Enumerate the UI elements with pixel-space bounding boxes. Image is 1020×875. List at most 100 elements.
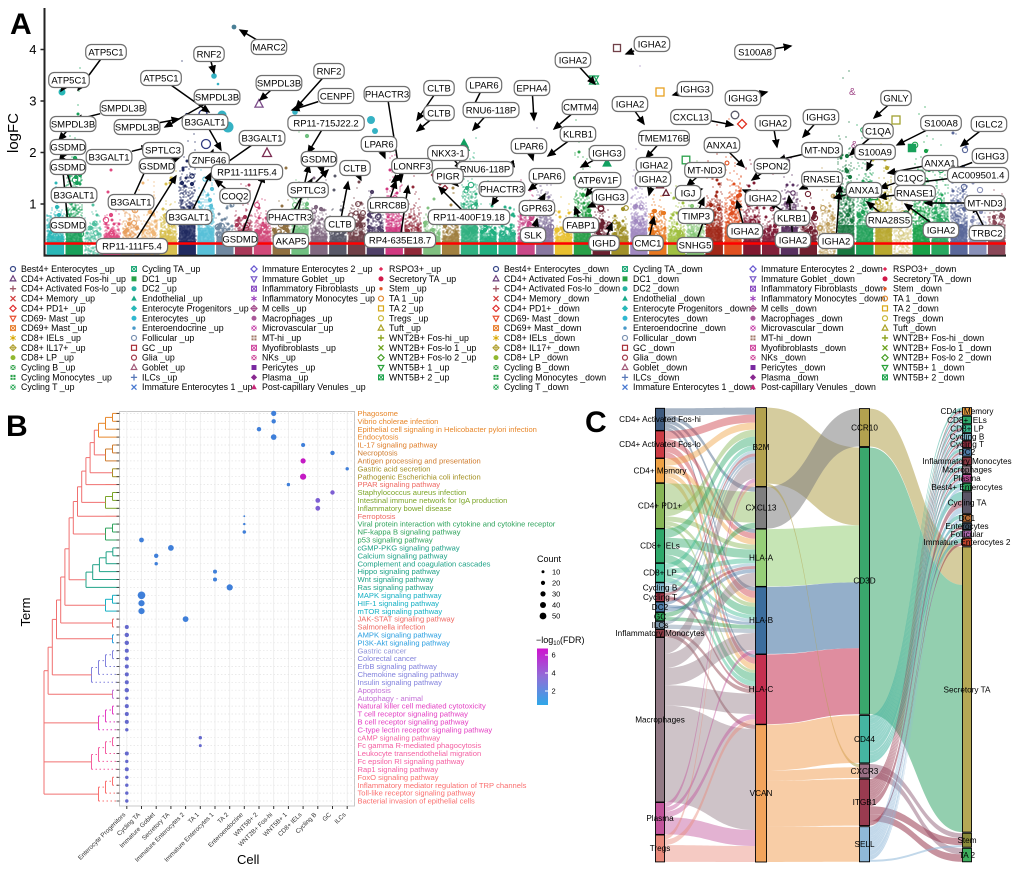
svg-text:Count: Count [537,554,562,564]
svg-text:LPAR6: LPAR6 [364,140,393,151]
svg-text:logFC: logFC [5,113,22,153]
svg-text:CMC1: CMC1 [635,239,662,250]
svg-text:IGJ: IGJ [681,189,696,200]
svg-text:Immature Goblet _up: Immature Goblet _up [262,274,345,284]
svg-text:B3GALT1: B3GALT1 [241,134,282,145]
svg-text:CENPF: CENPF [320,92,352,103]
svg-text:IGHG3: IGHG3 [680,85,710,96]
svg-text:1: 1 [29,197,36,212]
svg-text:CD4+ Memory: CD4+ Memory [633,466,687,475]
svg-text:C1QC: C1QC [897,174,924,185]
svg-text:DC2 _down: DC2 _down [633,284,679,294]
svg-text:Term: Term [18,598,33,627]
svg-text:Bacterial invasion of epitheli: Bacterial invasion of epithelial cells [358,797,476,806]
svg-text:WNT5B+ 2 _up: WNT5B+ 2 _up [389,372,449,382]
svg-text:Secretory TA: Secretory TA [943,685,991,694]
svg-text:PIGR: PIGR [436,172,459,183]
svg-text:Secretory TA _down: Secretory TA _down [893,274,972,284]
svg-text:Pericytes _down: Pericytes _down [761,363,826,373]
svg-text:Secretory TA _up: Secretory TA _up [389,274,456,284]
svg-text:C1QA: C1QA [865,127,892,138]
svg-text:IGHA2: IGHA2 [559,56,588,67]
svg-text:CD4+ Activated Fos-hi _down: CD4+ Activated Fos-hi _down [504,274,620,284]
svg-text:B3GALT1: B3GALT1 [110,198,151,209]
svg-text:IGHG3: IGHG3 [592,149,622,160]
svg-text:SELL: SELL [854,840,874,849]
svg-text:DC1 _down: DC1 _down [633,274,679,284]
svg-text:2: 2 [552,687,556,696]
svg-text:Immature Enterocytes 2: Immature Enterocytes 2 [924,538,1011,547]
svg-text:S100A8: S100A8 [738,48,772,59]
svg-text:IGHA2: IGHA2 [927,226,956,237]
svg-text:TMEM176B: TMEM176B [639,134,689,145]
svg-text:TA 1 _down: TA 1 _down [893,294,939,304]
svg-text:IGHG3: IGHG3 [595,193,625,204]
svg-text:M cells _up: M cells _up [262,303,307,313]
svg-text:Immature Enterocytes 2 _down: Immature Enterocytes 2 _down [761,264,883,274]
svg-text:6: 6 [552,651,556,660]
svg-text:Immature Goblet _down: Immature Goblet _down [761,274,855,284]
svg-text:40: 40 [552,600,560,609]
svg-text:IGHD: IGHD [592,239,616,250]
svg-text:B: B [6,410,28,443]
svg-text:Enterocyte Progenitors _down: Enterocyte Progenitors _down [633,303,751,313]
svg-text:CLTB: CLTB [427,84,451,95]
svg-text:&: & [849,87,856,98]
svg-text:Follicular _up: Follicular _up [142,333,194,343]
svg-text:Inflammatory Monocytes _down: Inflammatory Monocytes _down [761,294,885,304]
svg-text:ILCs _down: ILCs _down [633,372,680,382]
svg-text:KLRB1: KLRB1 [563,130,593,141]
svg-text:IGHA2: IGHA2 [731,227,760,238]
svg-text:CD4+ Activated Fos-lo: CD4+ Activated Fos-lo [619,440,701,449]
svg-text:Best4+ Enterocytes _down: Best4+ Enterocytes _down [504,264,609,274]
svg-text:ITGB1: ITGB1 [853,798,877,807]
svg-text:ATP6V1F: ATP6V1F [578,176,619,187]
svg-text:2: 2 [29,145,36,160]
svg-text:Inflammatory Fibroblasts _up: Inflammatory Fibroblasts _up [262,284,376,294]
svg-text:CD69+ Mast _down: CD69+ Mast _down [504,323,582,333]
svg-text:Endothelial _up: Endothelial _up [142,294,203,304]
svg-text:RNASE1: RNASE1 [803,175,841,186]
svg-text:LRRC8B: LRRC8B [369,201,407,212]
svg-text:Enteroendocrine _down: Enteroendocrine _down [633,323,726,333]
svg-text:GSDMD: GSDMD [139,162,175,173]
svg-text:Post-capillary Venules _up: Post-capillary Venules _up [262,382,366,392]
svg-text:Stem _up: Stem _up [389,284,427,294]
svg-text:Cycling B _up: Cycling B _up [21,363,75,373]
svg-text:RSPO3+ _down: RSPO3+ _down [893,264,956,274]
svg-text:CD4+ PD1+ _up: CD4+ PD1+ _up [21,303,86,313]
svg-text:CD4+ Activated Fos-hi: CD4+ Activated Fos-hi [619,415,701,424]
svg-text:MT-ND3: MT-ND3 [967,199,1002,210]
svg-text:Immature Enterocytes 1 _up: Immature Enterocytes 1 _up [142,382,253,392]
svg-text:Best4+ Enterocytes _up: Best4+ Enterocytes _up [21,264,115,274]
svg-text:SPTLC3: SPTLC3 [290,186,326,197]
svg-text:EPHA4: EPHA4 [516,84,547,95]
svg-text:Inflammatory Monocytes _up: Inflammatory Monocytes _up [262,294,375,304]
svg-text:Follicular _down: Follicular _down [633,333,697,343]
svg-text:GC _down: GC _down [633,343,675,353]
svg-text:WNT2B+ Fos-lo 1 _up: WNT2B+ Fos-lo 1 _up [389,343,476,353]
svg-text:Enterocytes _down: Enterocytes _down [633,313,708,323]
svg-text:Enterocytes _up: Enterocytes _up [142,313,206,323]
svg-text:Cycling Monocytes _up: Cycling Monocytes _up [21,372,112,382]
svg-text:WNT2B+ Fos-hi _up: WNT2B+ Fos-hi _up [389,333,469,343]
svg-text:SMPDL3B: SMPDL3B [51,120,95,131]
svg-text:CD4+ PD1+: CD4+ PD1+ [638,502,682,511]
svg-text:IGHG3: IGHG3 [806,113,836,124]
svg-text:Endothelial _down: Endothelial _down [633,294,705,304]
svg-text:GSDMD: GSDMD [50,143,86,154]
svg-text:LONRF3: LONRF3 [393,162,430,173]
svg-text:S100A8: S100A8 [924,119,958,130]
svg-text:NKX3-1: NKX3-1 [431,149,464,160]
svg-text:SNHG5: SNHG5 [679,241,712,252]
svg-text:RP11-111F5.4: RP11-111F5.4 [217,168,277,179]
svg-text:CXCL13: CXCL13 [673,113,709,124]
svg-text:Tregs _up: Tregs _up [389,313,428,323]
svg-text:COQ2: COQ2 [222,192,249,203]
svg-text:TIMP3: TIMP3 [682,212,710,223]
svg-text:Cycling T: Cycling T [643,593,677,602]
svg-text:DC1 _up: DC1 _up [142,274,177,284]
svg-text:SMPDL3B: SMPDL3B [195,93,239,104]
svg-text:Goblet _down: Goblet _down [633,363,687,373]
svg-text:Best4+ Enterocytes: Best4+ Enterocytes [931,483,1002,492]
